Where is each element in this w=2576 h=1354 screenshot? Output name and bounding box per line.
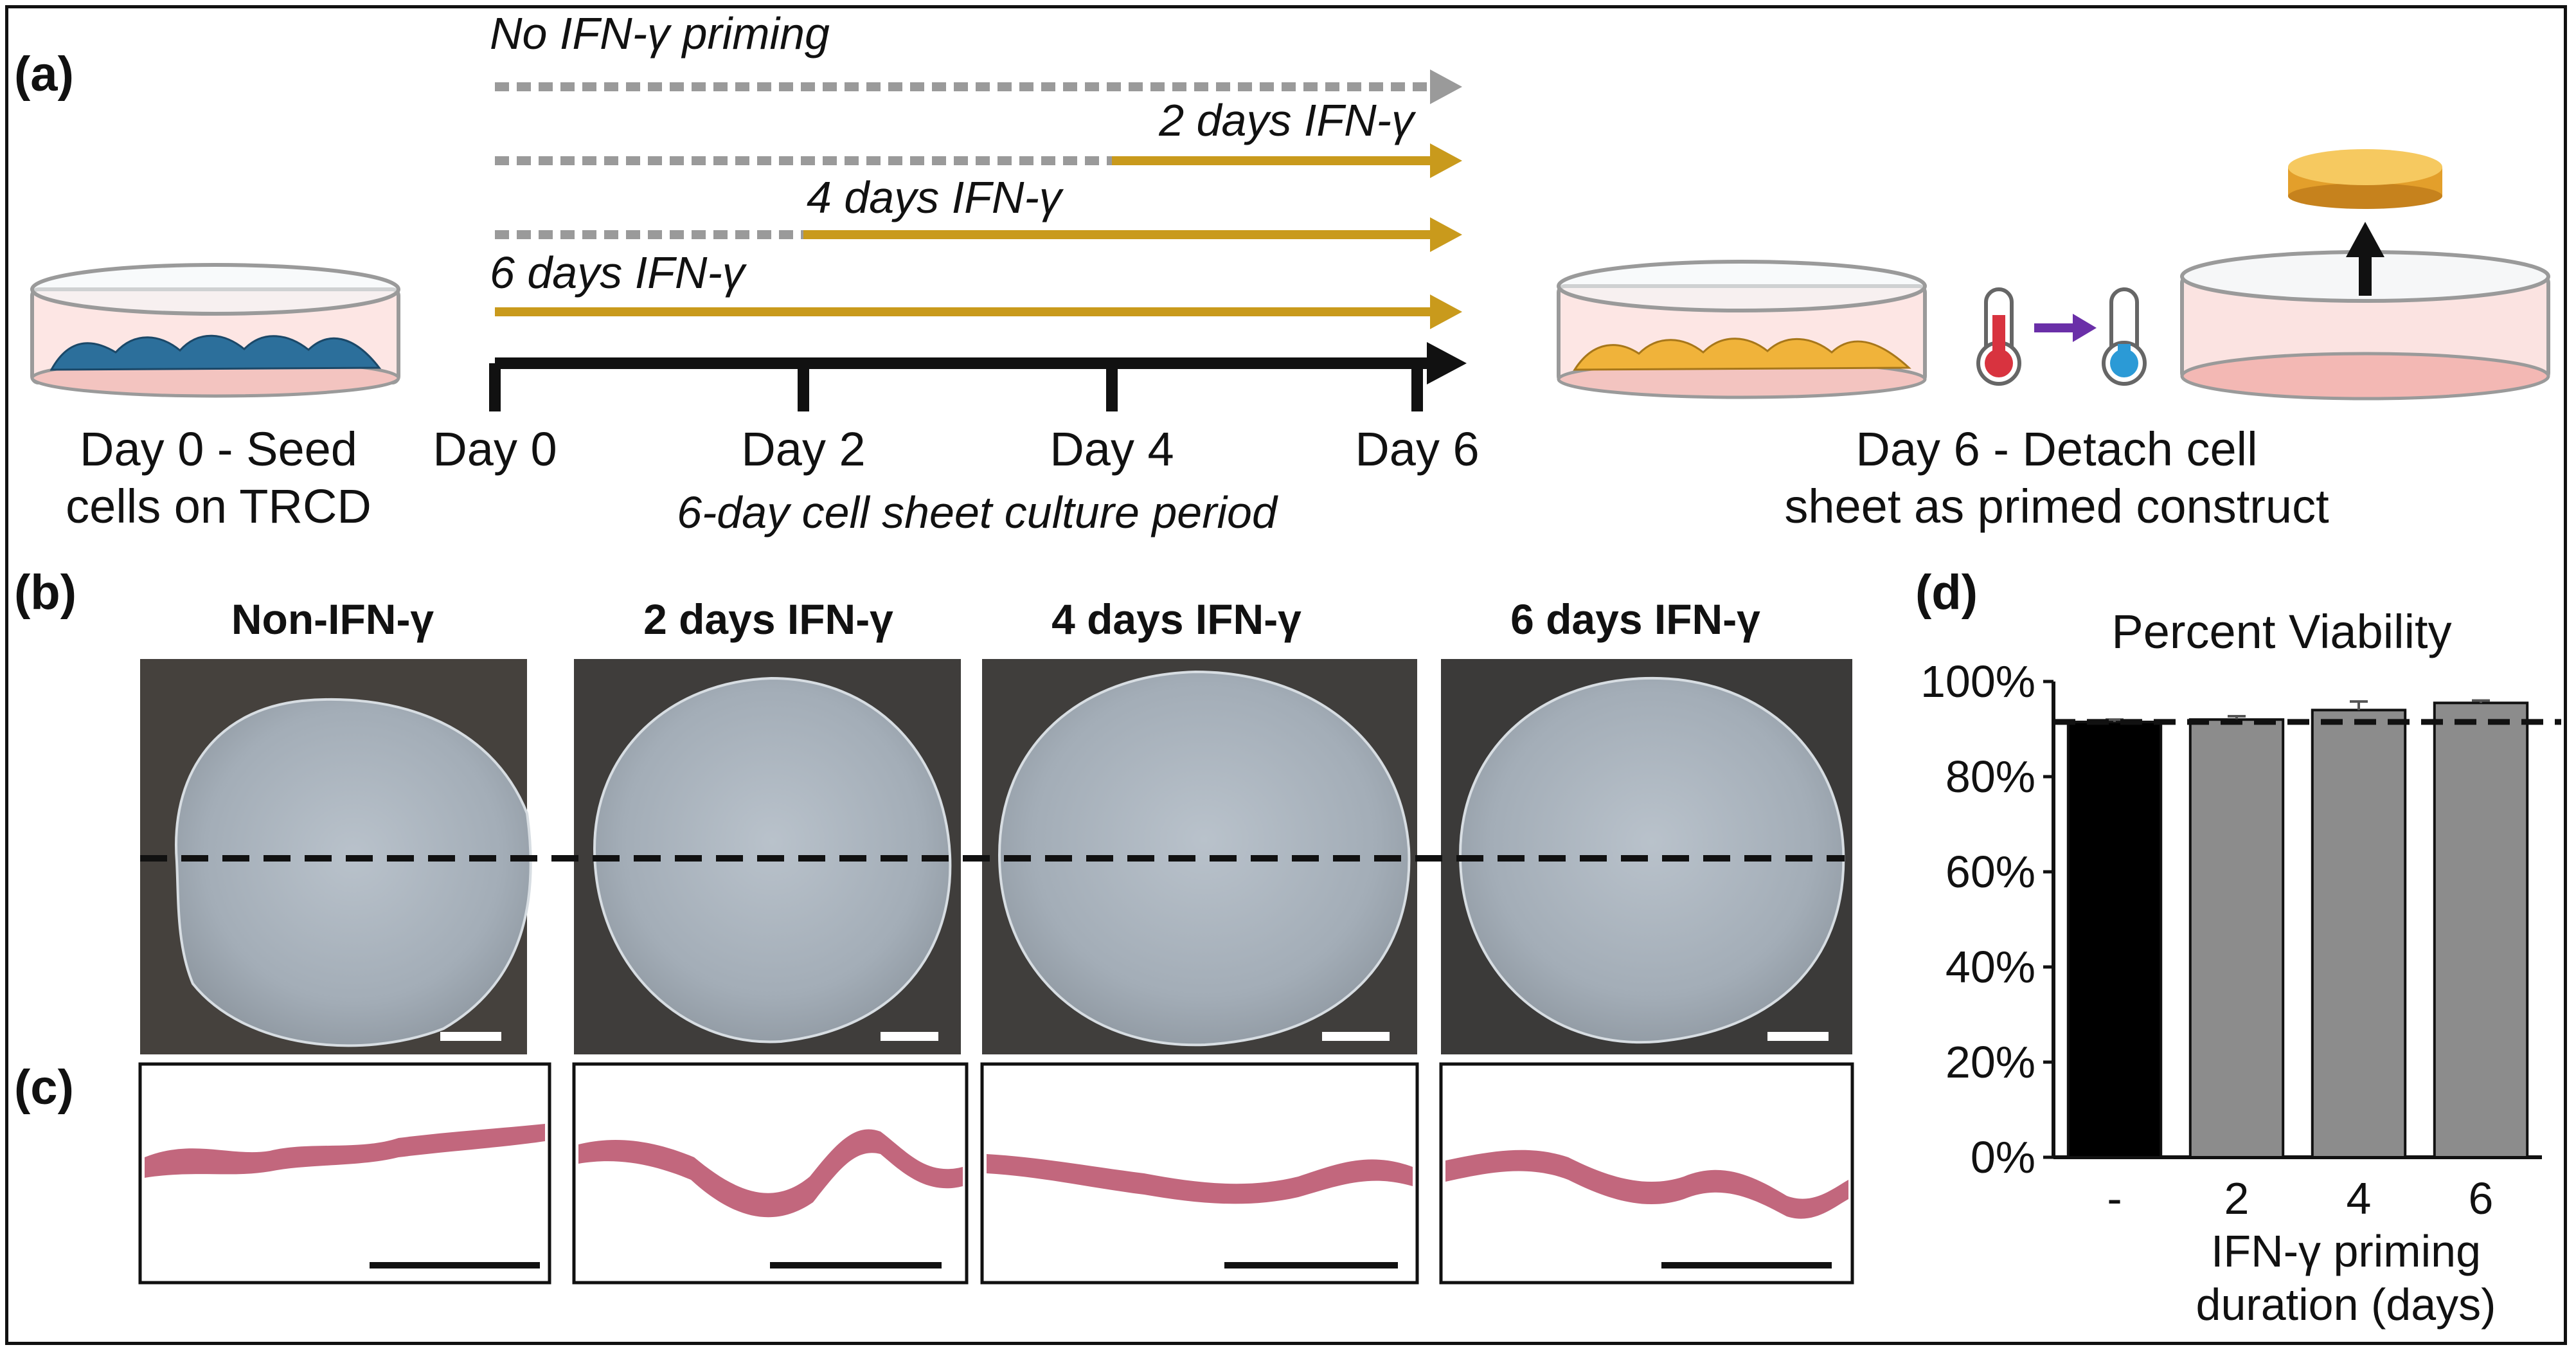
panel-label-d: (d) <box>1915 565 1978 620</box>
chart-x-tick-label: 4 <box>2347 1173 2372 1223</box>
panel-label-a: (a) <box>14 47 74 102</box>
panel-label-c: (c) <box>14 1060 74 1115</box>
chart-y-tick-label: 40% <box>1945 942 2035 992</box>
detach-label-line2: sheet as primed construct <box>1784 479 2329 533</box>
chart-x-tick-label: - <box>2107 1173 2122 1223</box>
chart-xlabel: IFN-γ priming duration (days) <box>2134 1225 2558 1331</box>
tick-day-2: Day 2 <box>741 422 866 476</box>
detach-label: Day 6 - Detach cell sheet as primed cons… <box>1735 421 2378 536</box>
figure-frame <box>5 5 2567 1345</box>
chart-xlabel-line2: duration (days) <box>2196 1279 2496 1330</box>
chart-marks: 0% 20% 40% 60% 80% 100% - 2 4 6 <box>1920 656 2561 1223</box>
six-day-ifn-arrow <box>495 294 1462 329</box>
warm-thermometer-icon <box>1976 287 2021 386</box>
chart-bar <box>2433 701 2529 1159</box>
temperature-change-arrow <box>2034 314 2097 342</box>
two-day-arrow-label: 2 days IFN-γ <box>1159 95 1414 145</box>
tick-day-6: Day 6 <box>1355 422 1480 476</box>
chart-x-tick-label: 6 <box>2469 1173 2494 1223</box>
panel-label-b: (b) <box>14 565 77 620</box>
histology-6-days <box>1439 1062 1854 1285</box>
chart-xlabel-line1: IFN-γ priming <box>2210 1226 2482 1276</box>
tick-day-0: Day 0 <box>433 422 557 476</box>
chart-bar <box>2311 709 2407 1159</box>
chart-y-tick-label: 60% <box>1945 847 2035 897</box>
two-day-ifn-arrow <box>495 143 1462 178</box>
cell-sheet-illustration <box>2288 149 2442 209</box>
seed-dish-illustration <box>30 263 400 398</box>
detach-label-line1: Day 6 - Detach cell <box>1856 422 2258 476</box>
day-axis <box>489 342 1467 411</box>
timeline-diagram <box>30 69 2550 411</box>
condition-header-0: Non-IFN-γ <box>231 595 434 643</box>
seed-label-line2: cells on TRCD <box>66 479 371 533</box>
no-ifn-arrow-label: No IFN-γ priming <box>490 8 830 59</box>
six-day-arrow-label: 6 days IFN-γ <box>490 248 745 298</box>
histology-non-ifn <box>138 1062 551 1285</box>
condition-header-2: 4 days IFN-γ <box>1051 595 1301 643</box>
culture-period-caption: 6-day cell sheet culture period <box>677 487 1277 537</box>
chart-x-tick-label: 2 <box>2224 1173 2250 1223</box>
lift-arrow <box>2346 222 2384 296</box>
chart-y-tick-label: 0% <box>1971 1132 2035 1182</box>
condition-header-3: 6 days IFN-γ <box>1510 595 1760 643</box>
seed-label: Day 0 - Seed cells on TRCD <box>13 421 424 536</box>
tick-day-4: Day 4 <box>1050 422 1174 476</box>
condition-header-1: 2 days IFN-γ <box>643 595 893 643</box>
cool-thermometer-icon <box>2102 287 2147 386</box>
chart-y-tick-label: 20% <box>1945 1037 2035 1087</box>
histology-4-days <box>980 1062 1419 1285</box>
chart-bar <box>2066 720 2163 1159</box>
four-day-arrow-label: 4 days IFN-γ <box>807 172 1062 222</box>
histology-2-days <box>572 1062 969 1285</box>
chart-bar <box>2188 718 2285 1159</box>
chart-y-tick-label: 80% <box>1945 752 2035 802</box>
chart-y-tick-label: 100% <box>1920 656 2035 707</box>
no-ifn-arrow <box>495 69 1462 104</box>
four-day-ifn-arrow <box>495 217 1462 252</box>
chart-title: Percent Viability <box>2111 605 2452 658</box>
primed-dish-illustration <box>1557 260 1927 399</box>
seed-label-line1: Day 0 - Seed <box>80 422 357 476</box>
